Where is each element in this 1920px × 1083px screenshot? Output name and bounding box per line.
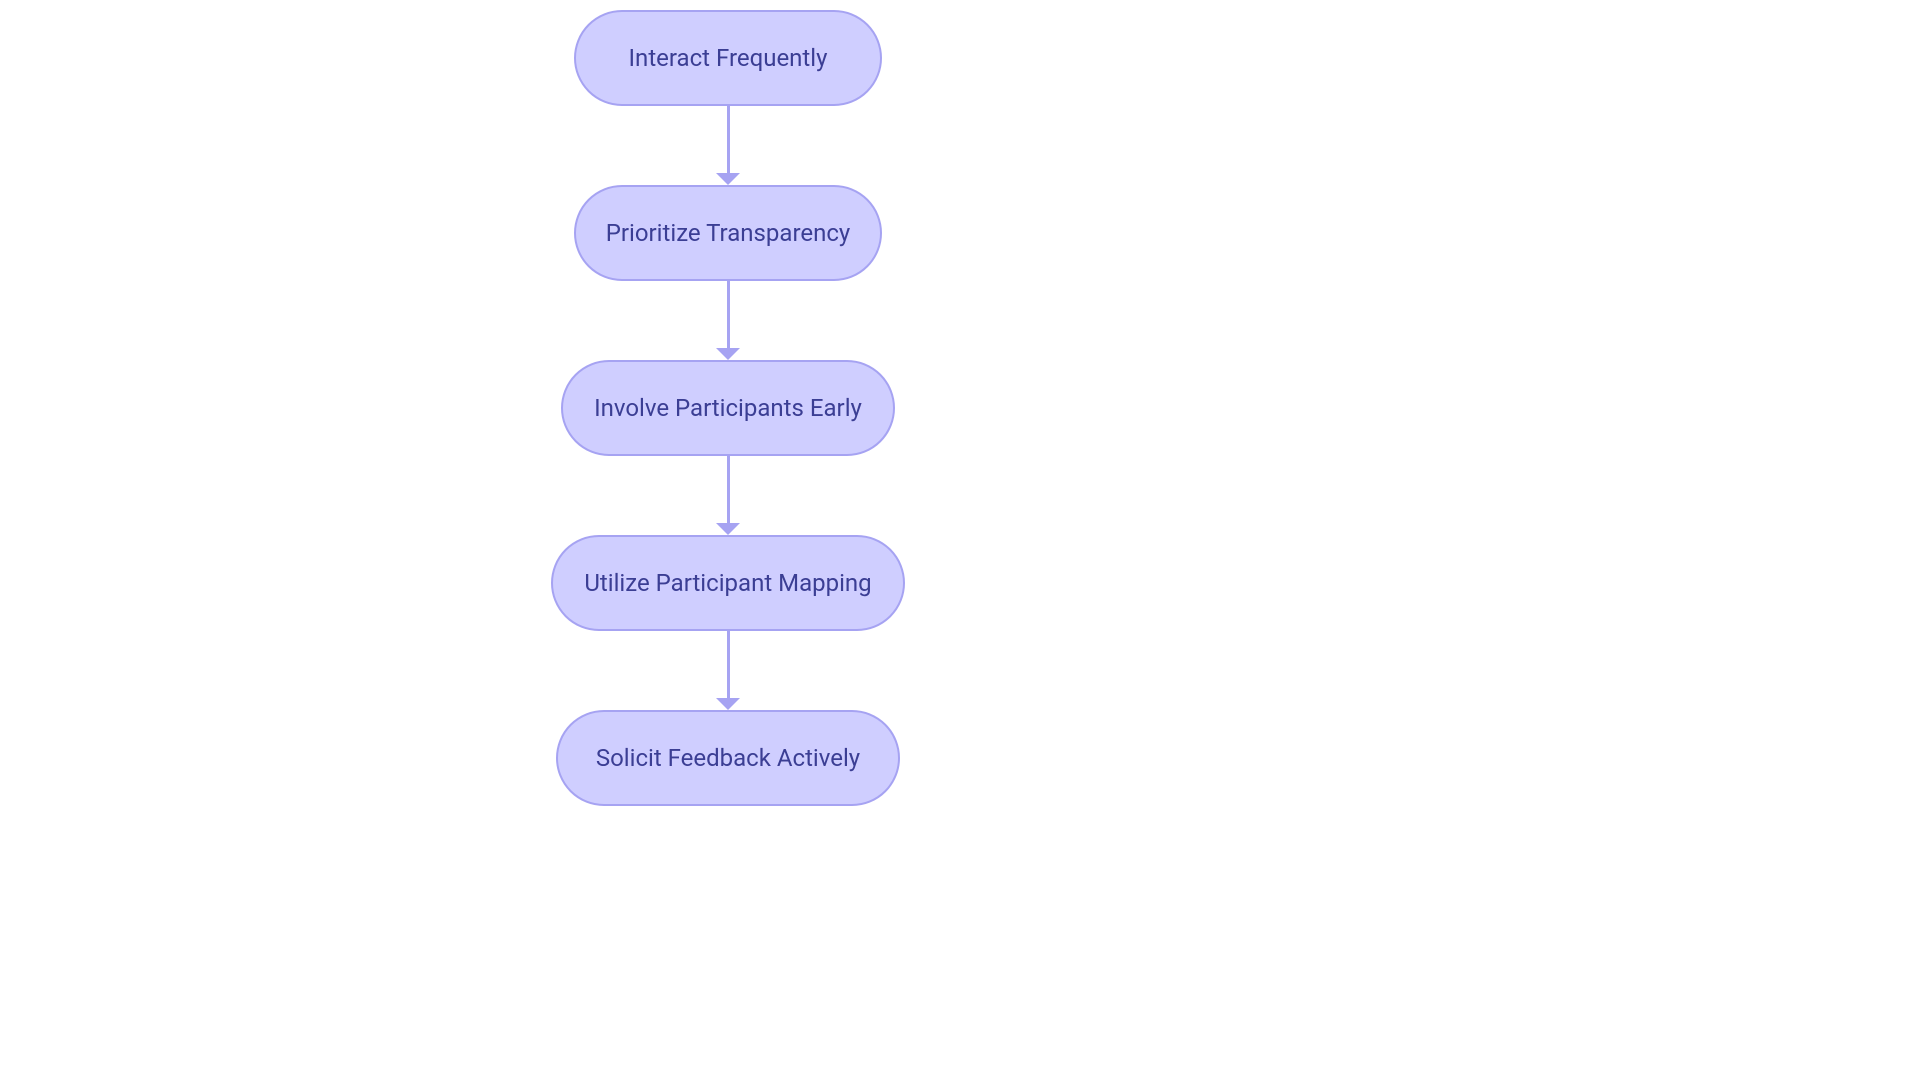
flow-node: Interact Frequently	[574, 10, 882, 106]
flow-node: Solicit Feedback Actively	[556, 710, 900, 806]
flow-node-label: Prioritize Transparency	[606, 219, 851, 247]
flow-node-label: Solicit Feedback Actively	[596, 744, 860, 772]
flow-node: Utilize Participant Mapping	[551, 535, 905, 631]
flow-node: Prioritize Transparency	[574, 185, 882, 281]
arrow-down-icon	[716, 173, 740, 185]
flow-node-label: Involve Participants Early	[594, 394, 862, 422]
flow-edge	[727, 281, 730, 348]
flow-edge	[727, 456, 730, 523]
flow-edge	[727, 631, 730, 698]
flowchart-canvas: Interact Frequently Prioritize Transparen…	[0, 0, 1920, 1083]
arrow-down-icon	[716, 348, 740, 360]
arrow-down-icon	[716, 523, 740, 535]
flow-node: Involve Participants Early	[561, 360, 895, 456]
flow-node-label: Utilize Participant Mapping	[584, 569, 871, 597]
flow-edge	[727, 106, 730, 173]
flow-node-label: Interact Frequently	[629, 44, 828, 72]
arrow-down-icon	[716, 698, 740, 710]
